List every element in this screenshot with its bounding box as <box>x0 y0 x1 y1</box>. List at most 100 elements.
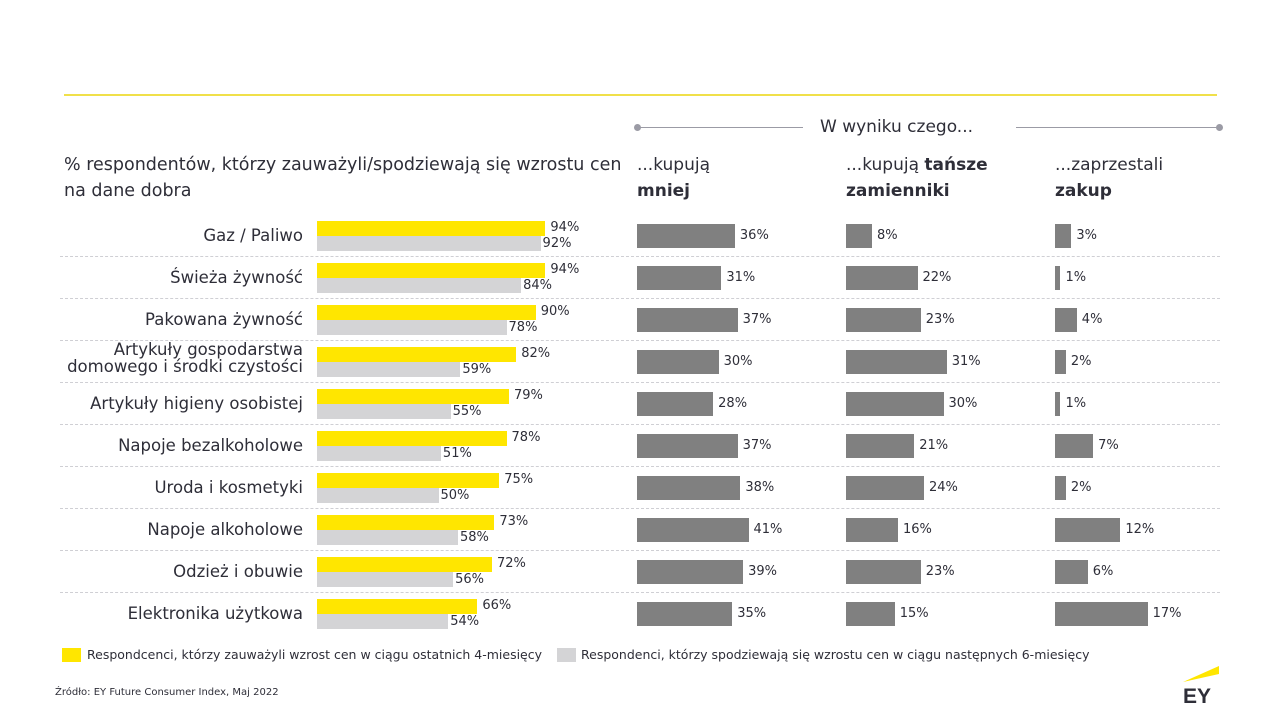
legend-label-noticed: Respondcenci, którzy zauważyli wzrost ce… <box>87 647 543 662</box>
bar-noticed <box>317 347 517 362</box>
column-header-prefix: ...kupują <box>637 155 711 175</box>
value-label-column-1: 39% <box>748 564 777 579</box>
ey-logo-beam <box>1183 666 1219 682</box>
value-label-column-1: 35% <box>737 606 767 621</box>
bar-column-1 <box>637 476 741 500</box>
value-label-column-1: 30% <box>723 354 753 369</box>
bar-column-3 <box>1055 476 1066 500</box>
bar-noticed <box>317 431 507 446</box>
value-label-column-2: 30% <box>948 396 978 411</box>
top-yellow-rule <box>64 94 1217 96</box>
value-label-column-3: 12% <box>1125 522 1155 537</box>
value-label-column-2: 24% <box>929 480 958 495</box>
bar-expect <box>317 320 507 335</box>
column-header-cheaper: ...kupują tańsze zamienniki <box>846 152 988 204</box>
source-note: Źródło: EY Future Consumer Index, Maj 20… <box>55 687 279 698</box>
bar-column-1 <box>637 224 735 248</box>
value-label-column-2: 8% <box>877 228 898 243</box>
row-separator <box>60 298 1220 299</box>
value-label-column-2: 31% <box>951 354 981 369</box>
value-label-column-1: 37% <box>742 438 772 453</box>
bar-column-1 <box>637 518 749 542</box>
bar-expect <box>317 236 541 251</box>
value-label-column-3: 17% <box>1152 606 1182 621</box>
legend-swatch-noticed <box>62 648 81 662</box>
value-label-column-3: 1% <box>1065 270 1087 285</box>
value-label-column-3: 6% <box>1092 564 1114 579</box>
bar-column-3 <box>1055 518 1121 542</box>
row-separator <box>60 592 1220 593</box>
column-header-bold: zakup <box>1055 181 1112 201</box>
value-label-noticed: 94% <box>550 262 580 277</box>
bar-column-2 <box>846 434 915 458</box>
bar-column-1 <box>637 350 719 374</box>
category-label: Gaz / Paliwo <box>203 226 303 245</box>
bar-column-2 <box>846 392 944 416</box>
bar-column-2 <box>846 476 924 500</box>
value-label-noticed: 94% <box>550 220 580 235</box>
column-header-buy-less: ...kupują mniej <box>637 152 710 204</box>
bar-noticed <box>317 263 546 278</box>
value-label-expect: 55% <box>452 404 482 419</box>
value-label-column-2: 23% <box>925 312 955 327</box>
value-label-column-1: 28% <box>718 396 748 411</box>
value-label-column-2: 15% <box>899 606 929 621</box>
bar-column-3 <box>1055 350 1066 374</box>
bar-expect <box>317 614 449 629</box>
bar-column-1 <box>637 560 744 584</box>
value-label-expect: 54% <box>450 614 480 629</box>
section-title: W wyniku czego... <box>820 117 974 137</box>
value-label-expect: 78% <box>508 320 538 335</box>
category-label: Uroda i kosmetyki <box>154 478 303 497</box>
bar-noticed <box>317 599 478 614</box>
value-label-expect: 58% <box>459 530 489 545</box>
column-header-prefix: ...kupują <box>846 155 925 175</box>
category-label: Napoje bezalkoholowe <box>118 436 303 455</box>
legend-swatch-expect <box>557 648 576 662</box>
category-label: Artykuły gospodarstwa domowego i środki c… <box>67 341 303 375</box>
value-label-noticed: 90% <box>540 304 570 319</box>
bar-noticed <box>317 515 495 530</box>
column-header-prefix: ...zaprzestali <box>1055 155 1164 175</box>
legend-label-expect: Respondenci, którzy spodziewają się wzro… <box>581 647 1090 662</box>
bar-column-1 <box>637 602 733 626</box>
value-label-expect: 56% <box>455 572 484 587</box>
value-label-expect: 50% <box>440 488 470 503</box>
value-label-noticed: 66% <box>482 598 512 613</box>
bar-noticed <box>317 221 546 236</box>
bar-noticed <box>317 557 492 572</box>
bar-column-2 <box>846 266 918 290</box>
column-header-stopped: ...zaprzestali zakup <box>1055 152 1163 204</box>
value-label-noticed: 82% <box>521 346 551 361</box>
bar-column-3 <box>1055 308 1077 332</box>
value-label-column-3: 4% <box>1081 312 1103 327</box>
column-header-bold: zamienniki <box>846 181 950 201</box>
bar-expect <box>317 530 458 545</box>
category-label: Świeża żywność <box>170 268 303 287</box>
value-label-column-1: 37% <box>742 312 772 327</box>
value-label-column-3: 2% <box>1070 354 1092 369</box>
bar-column-1 <box>637 434 738 458</box>
bar-column-3 <box>1055 224 1072 248</box>
value-label-noticed: 73% <box>499 514 529 529</box>
value-label-expect: 59% <box>462 362 492 377</box>
value-label-column-2: 22% <box>922 270 952 285</box>
connector-right-dot <box>1216 124 1223 131</box>
value-label-column-3: 1% <box>1065 396 1087 411</box>
value-label-column-2: 21% <box>919 438 949 453</box>
bar-expect <box>317 572 454 587</box>
category-label: Pakowana żywność <box>145 310 303 329</box>
category-label: Artykuły higieny osobistej <box>90 394 303 413</box>
row-separator <box>60 550 1220 551</box>
value-label-expect: 84% <box>523 278 553 293</box>
value-label-noticed: 72% <box>496 556 526 571</box>
row-separator <box>60 508 1220 509</box>
connector-left-line <box>637 127 803 128</box>
category-label-line: domowego i środki czystości <box>67 357 303 376</box>
bar-column-3 <box>1055 392 1061 416</box>
column-header-bold-inline: tańsze <box>924 155 988 175</box>
value-label-noticed: 78% <box>511 430 541 445</box>
category-label: Napoje alkoholowe <box>147 520 303 539</box>
row-separator <box>60 424 1220 425</box>
value-label-expect: 92% <box>542 236 572 251</box>
